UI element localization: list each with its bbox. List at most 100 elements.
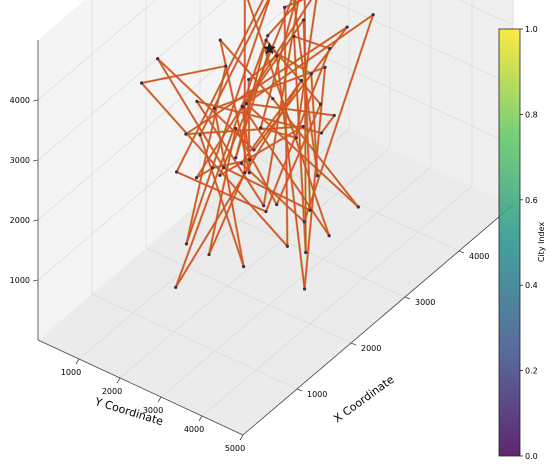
- y-tick-label: 4000: [184, 425, 204, 434]
- y-tick: [75, 358, 80, 365]
- start-star-icon: [263, 42, 276, 55]
- x-axis-label: X Coordinate: [331, 373, 397, 426]
- tour-edge: [219, 39, 274, 100]
- x-tick: [404, 296, 411, 300]
- city-point: [198, 133, 202, 137]
- city-point: [299, 78, 304, 83]
- city-point: [266, 33, 270, 38]
- city-point: [262, 204, 266, 208]
- tour-edge: [247, 0, 330, 236]
- city-point: [275, 203, 279, 207]
- city-point: [234, 156, 238, 160]
- z-tick-label: 2000: [10, 216, 30, 225]
- city-point: [195, 99, 199, 103]
- city-point: [239, 161, 243, 165]
- grid-line: [91, 293, 298, 390]
- tour-edge: [176, 0, 264, 173]
- x-tick-label: 1000: [307, 390, 327, 399]
- z-tick: [32, 279, 39, 282]
- city-point: [318, 102, 323, 106]
- y-axis-line: [37, 339, 244, 436]
- tour-edge: [304, 0, 307, 253]
- city-point: [327, 234, 331, 238]
- tour-edge: [185, 26, 348, 135]
- grid-line: [458, 0, 514, 26]
- z-tick-label: 3000: [10, 156, 30, 165]
- colorbar-tick-label: 0.4: [525, 281, 538, 290]
- city-point: [218, 38, 222, 42]
- tour-edge: [141, 65, 226, 84]
- city-point: [292, 34, 296, 38]
- colorbar-tick-label: 0.0: [525, 452, 538, 461]
- city-point: [259, 126, 263, 130]
- tour-edge: [208, 172, 246, 255]
- x-tick: [350, 342, 357, 346]
- axis-ticks: 1000 2000 3000 4000 1000 2000 3000 4000 5000 1000…: [10, 96, 490, 453]
- tour-edge: [157, 58, 225, 168]
- colorbar: 0.0 0.2 0.4 0.6 0.8 1.0 City Index: [498, 25, 546, 461]
- axis-lines: [37, 40, 514, 436]
- tour-edge: [246, 103, 335, 116]
- y-tick: [157, 396, 162, 403]
- city-point: [282, 5, 287, 9]
- z-tick-label: 4000: [10, 96, 30, 105]
- city-point: [302, 287, 307, 291]
- colorbar-label: City Index: [537, 222, 546, 263]
- city-point: [234, 126, 238, 131]
- colorbar-tick-label: 0.6: [525, 196, 538, 205]
- tour-edge: [240, 80, 302, 164]
- colorbar-tick-label: 0.8: [525, 110, 538, 119]
- city-point: [244, 102, 248, 106]
- city-point: [139, 81, 144, 85]
- tour-edge: [219, 126, 304, 176]
- city-point: [328, 46, 332, 51]
- side-pane: [308, 0, 513, 205]
- city-point: [243, 171, 247, 175]
- city-point: [301, 124, 305, 129]
- city-point: [315, 174, 320, 178]
- tour-edge: [199, 134, 245, 267]
- tour-edge: [303, 14, 374, 222]
- city-point: [308, 208, 312, 212]
- tour-edge: [293, 36, 307, 253]
- city-point: [184, 242, 189, 246]
- tour-edge: [276, 104, 322, 205]
- city-point: [156, 57, 160, 61]
- y-tick-label: 2000: [102, 387, 122, 396]
- z-tick: [32, 219, 39, 222]
- z-tick-label: 1000: [10, 276, 30, 285]
- city-point: [301, 18, 306, 22]
- city-point: [211, 166, 215, 170]
- city-point: [285, 244, 289, 248]
- city-point: [356, 205, 360, 209]
- city-point: [271, 97, 275, 101]
- city-point: [224, 64, 228, 68]
- city-point: [252, 148, 256, 152]
- tour-edge: [293, 35, 330, 50]
- z-tick: [32, 99, 39, 102]
- city-point: [371, 13, 375, 17]
- x-tick-label: 2000: [361, 344, 381, 353]
- city-point: [319, 131, 324, 135]
- colorbar-gradient: [498, 28, 521, 457]
- tour-edge: [265, 40, 321, 105]
- y-tick-label: 5000: [225, 444, 245, 453]
- grid-line: [37, 0, 297, 221]
- tour-edge: [235, 48, 270, 158]
- city-point: [207, 252, 211, 257]
- tour-edge: [235, 128, 278, 205]
- tour-edge: [267, 0, 301, 36]
- tour-edge: [263, 0, 300, 206]
- tour-edge: [321, 115, 335, 134]
- y-axis-label: Y Coordinate: [92, 395, 164, 428]
- tour-edge: [242, 106, 330, 236]
- city-point: [264, 209, 268, 214]
- y-tick: [239, 434, 244, 441]
- city-point: [174, 285, 178, 289]
- city-point: [212, 106, 217, 110]
- x-tick-label: 3000: [415, 298, 435, 307]
- y-tick-label: 1000: [61, 368, 81, 377]
- grid-line: [160, 166, 432, 398]
- city-points: [139, 5, 375, 291]
